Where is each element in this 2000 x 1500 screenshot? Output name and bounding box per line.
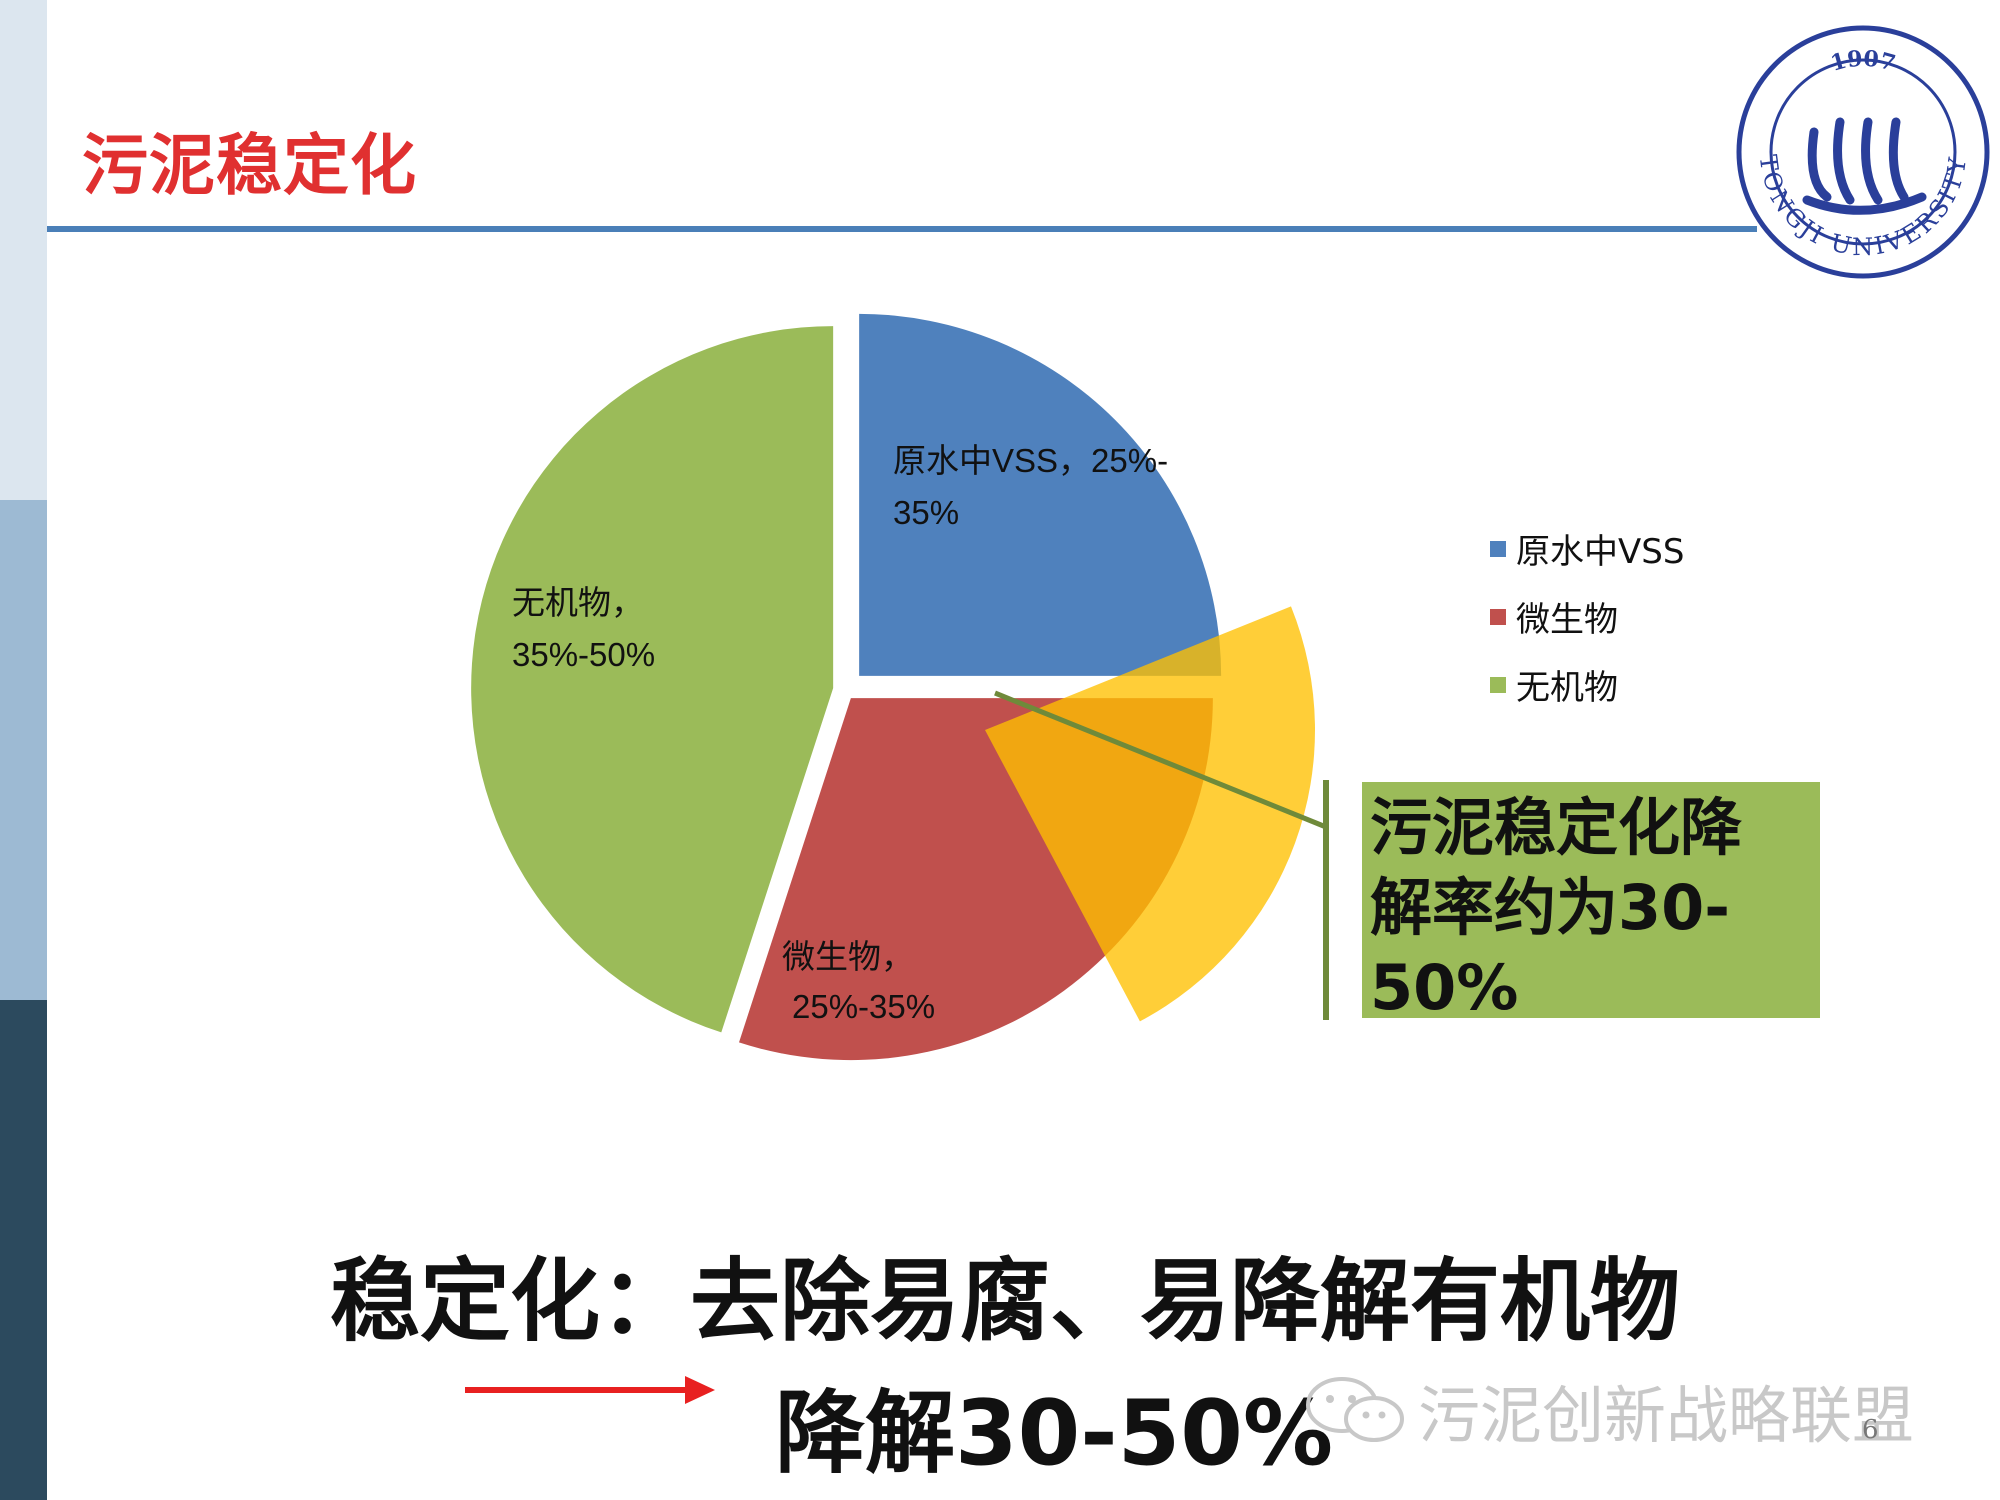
legend-item-inorganic: 无机物 xyxy=(1490,660,1618,709)
slice-label-vss-line1: 原水中VSS，25%- xyxy=(893,442,1168,479)
red-arrow-icon xyxy=(465,1376,715,1404)
legend-swatch-microbe xyxy=(1490,608,1506,625)
callout-box: 污泥稳定化降 解率约为30- 50% xyxy=(1362,782,1820,1024)
slice-label-vss-line2: 35% xyxy=(893,494,959,531)
legend-label-inorganic: 无机物 xyxy=(1516,668,1618,708)
legend-item-microbe: 微生物 xyxy=(1490,592,1618,641)
slice-label-inorganic-line2: 35%-50% xyxy=(512,636,655,673)
sidebar-stripe xyxy=(0,0,47,1500)
wechat-icon xyxy=(1306,1377,1404,1442)
slice-label-microbe-line1: 微生物， xyxy=(782,938,914,975)
bottom-degradation: 降解30-50% xyxy=(775,1381,1334,1486)
highlight-wedge xyxy=(985,606,1315,1022)
callout-line-1: 污泥稳定化降 xyxy=(1370,791,1743,864)
sidebar-band-mid xyxy=(0,500,47,1000)
pie-slice-2 xyxy=(471,326,834,1033)
sidebar-band-dark xyxy=(0,1000,47,1500)
leader-line xyxy=(994,690,1327,830)
watermark: 污泥创新战略联盟 xyxy=(1300,1365,1914,1455)
title-divider xyxy=(47,226,1757,232)
page-number: 6 xyxy=(1862,1415,1879,1445)
sidebar-band-light xyxy=(0,0,47,500)
watermark-text: 污泥创新战略联盟 xyxy=(1418,1379,1915,1452)
slice-label-microbe-line2: 25%-35% xyxy=(792,988,935,1025)
legend-swatch-vss xyxy=(1490,540,1506,557)
bottom-statement: 稳定化：去除易腐、易降解有机物 xyxy=(330,1249,1680,1354)
slide-title: 污泥稳定化 xyxy=(82,127,417,204)
callout-line-2: 解率约为30- xyxy=(1370,871,1731,944)
legend-label-microbe: 微生物 xyxy=(1516,600,1618,640)
legend-item-vss: 原水中VSS xyxy=(1490,524,1684,573)
legend-swatch-inorganic xyxy=(1490,676,1506,693)
legend-label-vss: 原水中VSS xyxy=(1516,532,1685,572)
university-logo-icon: 1907 TONGJI UNIVERSITY xyxy=(1736,25,1990,279)
pie-slice-0 xyxy=(859,313,1222,676)
slice-label-inorganic-line1: 无机物， xyxy=(512,584,644,621)
callout-line-3: 50% xyxy=(1370,951,1519,1024)
